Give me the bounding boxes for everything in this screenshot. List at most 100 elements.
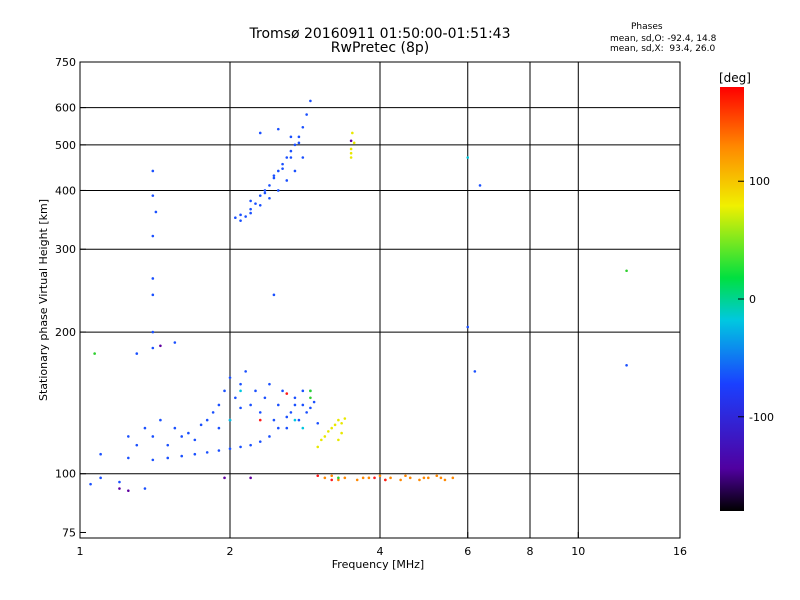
x-tick-label: 10 (571, 545, 585, 558)
echo-point (217, 403, 221, 407)
axis-ticks: 1 2 4 6 8 10 16 75 100 200 300 400 500 600 750 (55, 56, 687, 558)
echo-point (351, 131, 354, 135)
x-tick-label: 8 (527, 545, 534, 558)
y-tick-label: 200 (55, 326, 76, 339)
echo-point (349, 147, 353, 151)
echo-point (228, 447, 232, 451)
echo-point (258, 411, 262, 414)
echo-point (249, 403, 252, 407)
echo-point (389, 476, 392, 480)
echo-point (301, 426, 305, 430)
echo-point (285, 179, 289, 182)
echo-point (312, 400, 316, 404)
echo-point (268, 435, 271, 438)
echo-point (276, 403, 280, 407)
echo-point (159, 418, 162, 422)
echo-point (154, 210, 158, 214)
echo-point (151, 234, 155, 238)
echo-point (301, 156, 305, 159)
echo-point (268, 382, 271, 386)
echo-point (272, 293, 276, 297)
echo-point (297, 418, 301, 422)
echo-point (293, 403, 297, 407)
y-tick-label: 400 (55, 184, 76, 197)
echo-point (316, 421, 320, 425)
echo-point (118, 480, 121, 484)
echo-point (254, 389, 257, 393)
echo-point (281, 162, 284, 166)
echo-point (234, 396, 237, 400)
echo-point (330, 474, 334, 478)
echo-point (343, 417, 347, 420)
colorbar-tick-label: 0 (749, 293, 756, 306)
echo-point (211, 411, 215, 414)
echo-point (228, 418, 232, 422)
colorbar-ticks: 100 0 -100 (738, 175, 774, 424)
echo-point (263, 191, 267, 195)
echo-point (435, 474, 439, 478)
echo-point (276, 169, 280, 173)
x-axis-label: Frequency [MHz] (332, 558, 424, 571)
echo-point (151, 346, 155, 350)
echo-point (217, 449, 221, 452)
echo-point (126, 489, 130, 493)
echo-point (249, 476, 252, 480)
chart-subtitle: RwPretec (8p) (330, 40, 430, 56)
echo-point (272, 418, 276, 422)
echo-point (293, 143, 297, 147)
echo-point (228, 376, 232, 379)
echo-point (258, 131, 262, 135)
echo-point (426, 476, 430, 480)
echo-point (333, 423, 337, 427)
echo-point (404, 474, 407, 478)
stats-o-mode: mean, sd,O: -92.4, 14.8 (610, 34, 717, 44)
echo-point (285, 415, 289, 419)
echo-point (337, 476, 340, 480)
echo-point (625, 269, 628, 273)
colorbar-label: [deg] (719, 71, 751, 85)
x-tick-label: 1 (77, 545, 84, 558)
y-tick-label: 300 (55, 243, 76, 256)
echo-point (293, 418, 297, 422)
echo-point (143, 487, 147, 490)
echo-point (244, 370, 247, 373)
echo-point (223, 476, 226, 480)
data-points (89, 99, 628, 493)
echo-point (293, 169, 297, 173)
echo-point (239, 382, 242, 386)
echo-point (408, 476, 412, 480)
echo-point (249, 211, 252, 215)
echo-point (126, 456, 130, 460)
echo-point (289, 135, 293, 139)
grid-lines (80, 62, 680, 538)
echo-point (384, 478, 387, 482)
echo-point (320, 438, 323, 442)
echo-point (159, 344, 162, 348)
echo-point (244, 215, 247, 218)
echo-point (239, 219, 242, 222)
echo-point (305, 411, 308, 414)
echo-point (193, 438, 197, 442)
echo-point (258, 418, 262, 422)
echo-point (180, 435, 184, 438)
echo-point (330, 478, 334, 482)
y-tick-label: 600 (55, 102, 76, 115)
echo-point (239, 213, 242, 217)
echo-point (285, 392, 289, 395)
echo-point (268, 184, 271, 187)
echo-point (126, 435, 130, 438)
echo-point (323, 476, 327, 480)
echo-point (340, 421, 343, 425)
echo-point (418, 478, 421, 482)
echo-point (258, 440, 262, 443)
echo-point (249, 199, 252, 203)
echo-point (361, 476, 365, 480)
echo-point (99, 476, 102, 480)
echo-point (151, 435, 155, 438)
echo-point (99, 452, 102, 456)
echo-point (135, 352, 139, 355)
echo-point (355, 478, 359, 482)
echo-point (151, 330, 155, 334)
echo-point (173, 426, 177, 430)
echo-point (199, 423, 203, 427)
